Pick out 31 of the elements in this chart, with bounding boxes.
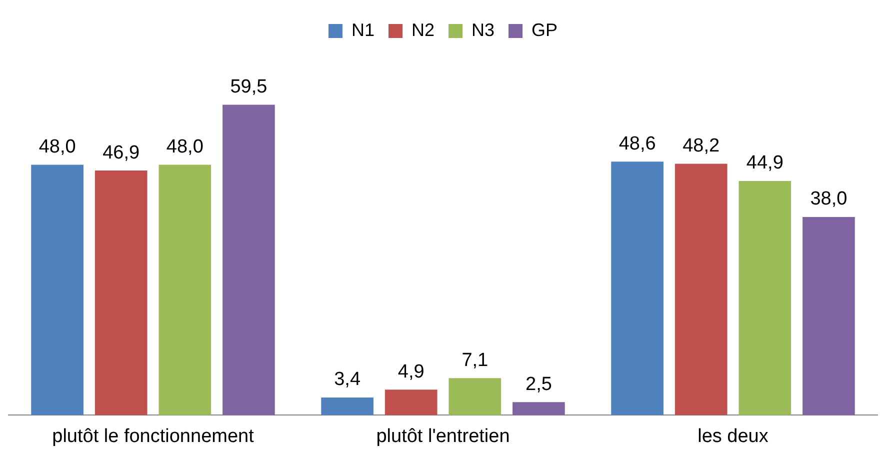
bar [222, 104, 275, 416]
x-tick-label: plutôt l'entretien [376, 426, 510, 447]
bar [158, 164, 212, 416]
data-label: 3,4 [334, 369, 361, 390]
bar [384, 390, 438, 416]
bar [31, 164, 84, 416]
x-tick-label: les deux [698, 426, 769, 447]
bar [611, 162, 664, 416]
bar [321, 397, 374, 416]
bar [802, 216, 855, 416]
legend-label: GP [532, 20, 558, 40]
bar [512, 402, 565, 416]
bar [738, 180, 792, 416]
data-label: 38,0 [810, 188, 848, 210]
data-label: 59,5 [230, 76, 268, 98]
legend-label: N1 [351, 20, 374, 40]
bar [674, 164, 728, 416]
bar [448, 378, 502, 416]
data-label: 4,9 [398, 361, 424, 382]
data-label: 46,9 [102, 142, 140, 164]
legend-label: N2 [411, 20, 435, 40]
data-label: 7,1 [462, 350, 488, 371]
data-label: 44,9 [746, 152, 784, 174]
legend-label: N3 [472, 20, 495, 40]
data-label: 2,5 [525, 374, 552, 395]
data-label: 48,0 [38, 136, 76, 158]
data-label: 48,2 [682, 135, 720, 156]
bar [94, 170, 148, 416]
data-label: 48,6 [618, 133, 656, 154]
data-label: 48,0 [166, 136, 204, 158]
x-tick-label: plutôt le fonctionnement [52, 426, 255, 447]
